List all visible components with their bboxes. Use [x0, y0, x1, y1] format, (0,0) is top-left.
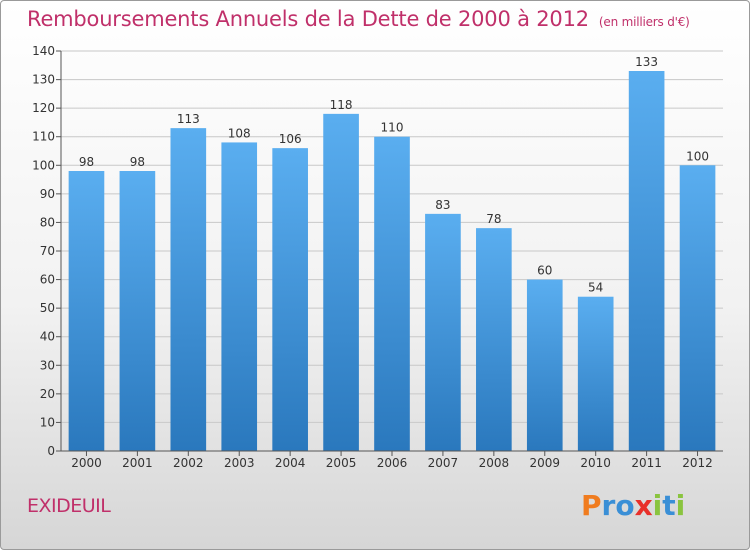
x-tick-label: 2010 [580, 456, 611, 470]
value-label: 113 [177, 112, 200, 126]
x-tick-label: 2004 [275, 456, 306, 470]
bar-2002 [170, 128, 207, 451]
y-tick-label: 70 [40, 244, 55, 258]
bar-2003 [221, 142, 258, 451]
value-label: 78 [486, 212, 501, 226]
bar-2005 [323, 113, 359, 451]
logo-letter: o [615, 489, 635, 522]
logo-letter: P [581, 489, 602, 522]
x-tick-label: 2008 [479, 456, 510, 470]
value-label: 106 [279, 132, 302, 146]
bar-2006 [374, 136, 410, 451]
value-label: 110 [381, 121, 404, 135]
bar-2011 [628, 71, 665, 451]
bar-2007 [425, 213, 461, 451]
x-tick-label: 2001 [122, 456, 153, 470]
unit-label: (en milliers d'€) [598, 15, 690, 29]
logo-letter: i [652, 489, 663, 522]
value-label: 108 [228, 126, 251, 140]
value-label: 98 [79, 155, 94, 169]
bar-2000 [68, 171, 105, 451]
y-tick-label: 100 [32, 158, 55, 172]
y-tick-label: 130 [32, 73, 55, 87]
y-tick-label: 90 [40, 187, 55, 201]
logo-letter: t [662, 489, 676, 522]
x-tick-label: 2003 [224, 456, 255, 470]
x-tick-label: 2012 [682, 456, 713, 470]
bar-2010 [577, 296, 614, 451]
bar-2008 [476, 228, 512, 451]
y-tick-label: 60 [40, 273, 55, 287]
x-tick-label: 2005 [326, 456, 357, 470]
value-label: 133 [635, 55, 658, 69]
bar-2004 [272, 148, 308, 451]
proxiti-logo: Proxiti [581, 489, 685, 522]
x-tick-label: 2002 [173, 456, 204, 470]
y-tick-label: 140 [32, 44, 55, 58]
x-tick-label: 2011 [631, 456, 662, 470]
value-label: 100 [686, 149, 709, 163]
value-label: 60 [537, 264, 552, 278]
value-label: 98 [130, 155, 145, 169]
x-tick-label: 2006 [377, 456, 408, 470]
bar-2012 [679, 165, 716, 452]
title-text: Remboursements Annuels de la Dette de 20… [27, 7, 589, 31]
x-tick-label: 2007 [428, 456, 459, 470]
value-label: 54 [588, 281, 603, 295]
value-label: 83 [435, 198, 450, 212]
value-label: 118 [330, 98, 353, 112]
bar-2009 [526, 279, 563, 451]
logo-letter: i [675, 489, 686, 522]
y-tick-label: 20 [40, 387, 55, 401]
y-tick-label: 30 [40, 358, 55, 372]
chart-title: Remboursements Annuels de la Dette de 20… [27, 7, 690, 31]
y-tick-label: 120 [32, 101, 55, 115]
logo-letter: r [601, 489, 616, 522]
commune-name: EXIDEUIL [27, 495, 111, 517]
x-tick-label: 2009 [529, 456, 560, 470]
y-tick-label: 50 [40, 301, 55, 315]
y-tick-label: 0 [47, 444, 55, 458]
y-tick-label: 40 [40, 330, 55, 344]
y-tick-label: 10 [40, 415, 55, 429]
bar-2001 [119, 171, 156, 451]
x-tick-label: 2000 [71, 456, 102, 470]
y-tick-label: 110 [32, 130, 55, 144]
y-tick-label: 80 [40, 215, 55, 229]
logo-letter: x [634, 489, 653, 522]
